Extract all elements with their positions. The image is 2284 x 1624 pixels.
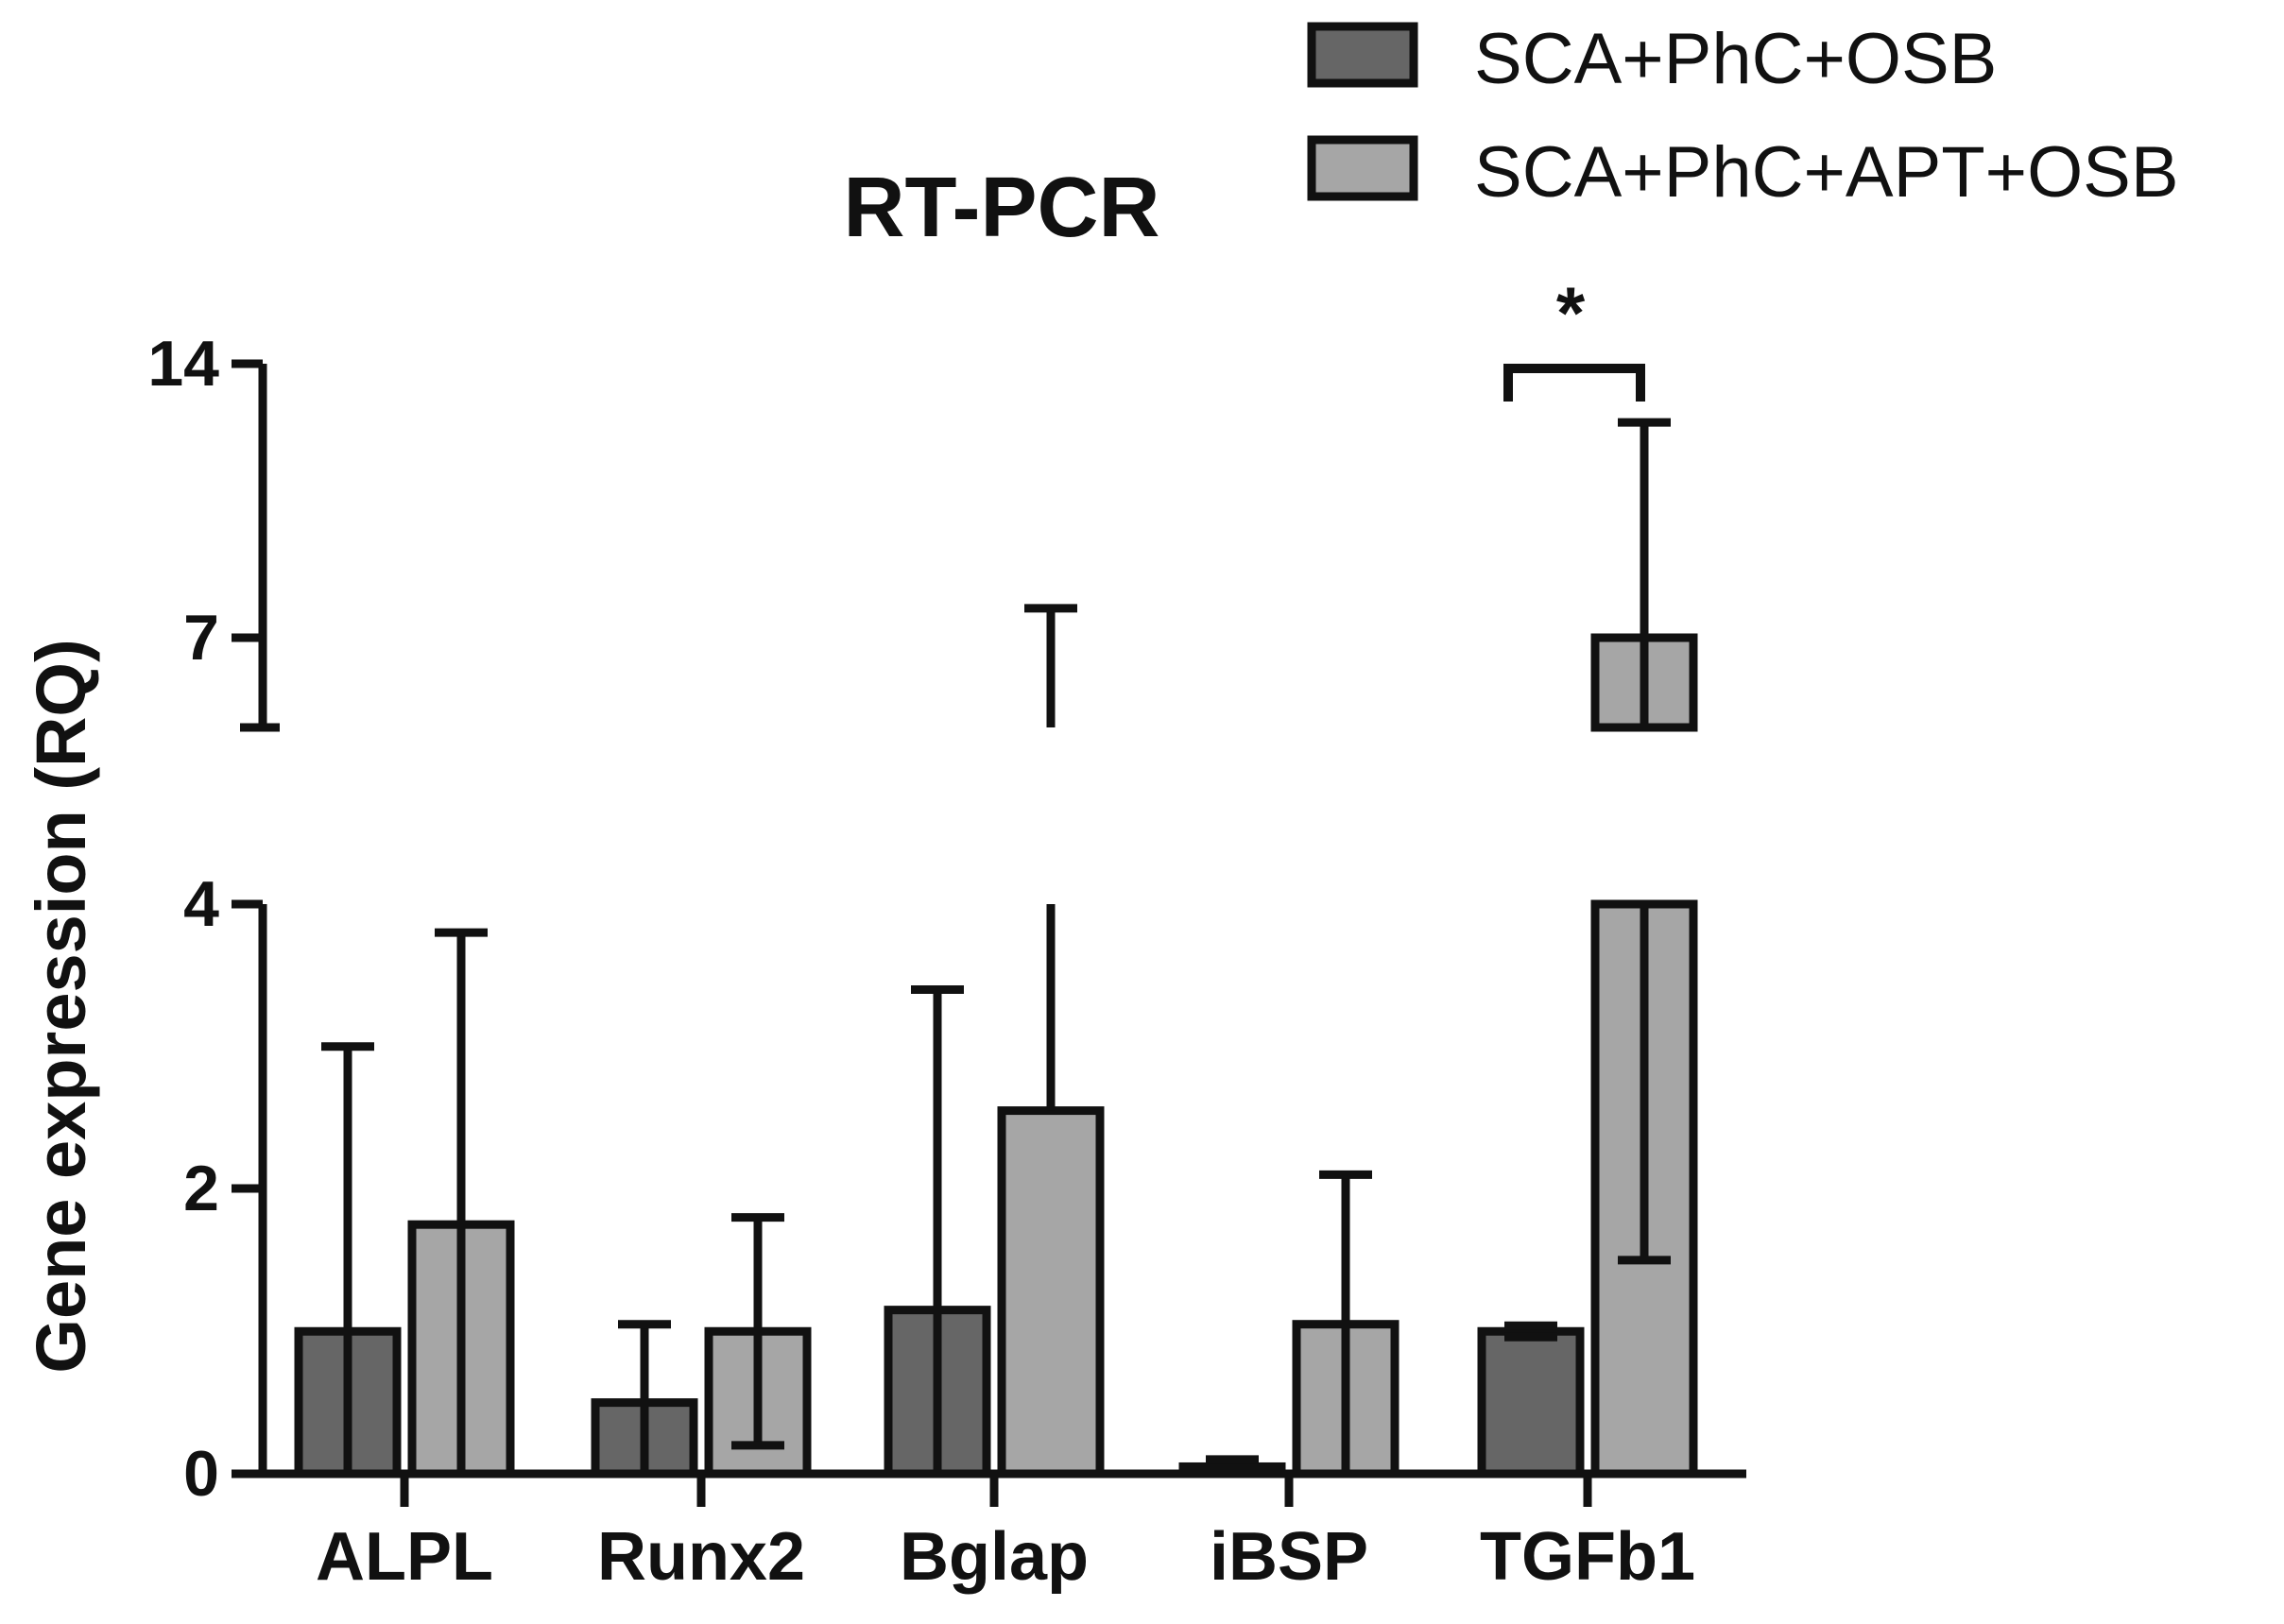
bar-bglap-series-2: [997, 1106, 1105, 1479]
x-tick-label-alpl: ALPL: [316, 1519, 493, 1595]
x-tick-label-tgfb1: TGFb1: [1480, 1519, 1695, 1595]
y-tick-label-7: 7: [183, 602, 219, 674]
significance-star: *: [1556, 271, 1586, 354]
significance-marker: *: [1503, 271, 1645, 402]
legend-label-series-2: SCA+PhC+APT+OSB: [1474, 132, 2179, 213]
y-tick-label-2: 2: [183, 1153, 219, 1224]
significance-bracket: [1503, 364, 1645, 402]
bars: [294, 418, 1698, 1479]
y-tick-label-0: 0: [183, 1438, 219, 1510]
x-tick-label-runx2: Runx2: [597, 1519, 805, 1595]
y-axis: 14 7 4 2 0: [147, 328, 280, 1510]
legend-swatch-series-1: [1307, 22, 1418, 88]
y-tick-label-14: 14: [147, 328, 219, 400]
legend-label-series-1: SCA+PhC+OSB: [1474, 19, 1997, 99]
legend-swatch-series-2: [1307, 135, 1418, 201]
bar-tgfb1-series-1: [1477, 1326, 1585, 1479]
x-axis: ALPL Runx2 Bglap iBSP TGFb1: [263, 1469, 1746, 1595]
y-tick-label-4: 4: [183, 868, 219, 940]
x-tick-label-bglap: Bglap: [900, 1519, 1089, 1595]
y-axis-label: Gene expression (RQ): [22, 639, 100, 1373]
legend: SCA+PhC+OSB SCA+PhC+APT+OSB: [1307, 19, 2179, 213]
chart-title: RT-PCR: [844, 161, 1160, 255]
x-tick-label-ibsp: iBSP: [1210, 1519, 1368, 1595]
